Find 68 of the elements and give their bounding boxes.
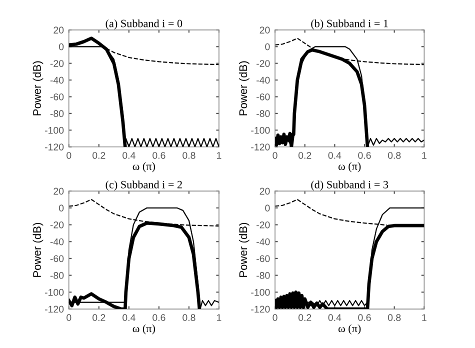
x-tick-label: 0.4 — [122, 152, 136, 159]
x-tick-label: 0.2 — [92, 314, 106, 322]
y-tick-label: -20 — [50, 221, 64, 228]
y-axis-title: Power (dB) — [32, 222, 44, 277]
y-tick-label: -20 — [50, 60, 64, 67]
x-tick-label: 0.6 — [358, 314, 371, 322]
y-tick-label: -100 — [251, 126, 270, 134]
y-tick-label: 0 — [265, 43, 270, 50]
x-tick-label: 1 — [422, 152, 426, 159]
y-tick-label: 0 — [58, 204, 64, 212]
y-axis-title: Power (dB) — [32, 61, 44, 116]
y-tick-label: -40 — [256, 76, 270, 84]
chart-title: (b) Subband i = 1 — [311, 19, 388, 30]
y-tick-label: -120 — [44, 306, 64, 313]
y-tick-label: -80 — [50, 272, 64, 279]
x-tick-label: 0.2 — [298, 314, 312, 322]
x-tick-label: 1 — [422, 314, 426, 321]
y-tick-label: -100 — [44, 126, 64, 134]
y-tick-label: 20 — [54, 26, 64, 34]
y-axis-title: Power (dB) — [238, 222, 250, 277]
y-tick-label: -80 — [256, 110, 270, 118]
x-axis-title: ω (π) — [338, 162, 361, 172]
x-tick-label: 1 — [217, 314, 222, 321]
y-tick-label: -40 — [256, 238, 270, 246]
y-tick-label: -100 — [44, 288, 64, 296]
y-tick-label: -60 — [256, 255, 270, 262]
y-tick-label: 20 — [54, 188, 64, 195]
x-axis-title: ω (π) — [132, 162, 155, 172]
x-tick-label: 0 — [66, 152, 72, 159]
y-tick-label: -40 — [50, 76, 64, 84]
y-tick-label: -20 — [256, 60, 270, 67]
x-tick-label: 0.8 — [182, 314, 196, 322]
y-tick-label: -60 — [50, 255, 64, 262]
x-tick-label: 0 — [272, 314, 278, 322]
y-tick-label: -20 — [256, 221, 270, 228]
y-tick-label: -120 — [44, 144, 64, 150]
chart-title: (c) Subband i = 2 — [106, 180, 182, 191]
y-tick-label: 20 — [260, 188, 270, 195]
y-axis-title: Power (dB) — [238, 61, 250, 116]
x-tick-label: 0.4 — [328, 314, 342, 322]
chart-title: (d) Subband i = 3 — [311, 180, 388, 191]
x-tick-label: 0.4 — [122, 314, 136, 322]
y-tick-label: -80 — [256, 272, 270, 279]
x-tick-label: 0.8 — [182, 152, 196, 159]
x-tick-label: 0.8 — [388, 152, 401, 159]
x-tick-label: 0.6 — [358, 152, 371, 159]
y-tick-label: 0 — [265, 204, 270, 212]
x-tick-label: 0.4 — [328, 152, 342, 159]
y-tick-label: 20 — [260, 26, 270, 34]
x-tick-label: 0.2 — [92, 152, 106, 159]
y-tick-label: -80 — [50, 110, 64, 118]
x-tick-label: 0.2 — [298, 152, 312, 159]
x-tick-label: 0 — [66, 314, 72, 322]
y-tick-label: -120 — [251, 144, 270, 150]
chart-title: (a) Subband i = 0 — [106, 19, 182, 30]
x-tick-label: 0 — [272, 152, 278, 159]
x-tick-label: 1 — [217, 152, 222, 159]
x-tick-label: 0.8 — [388, 314, 401, 322]
x-tick-label: 0.6 — [152, 152, 166, 159]
y-tick-label: -120 — [251, 306, 270, 313]
y-tick-label: -100 — [251, 288, 270, 296]
y-tick-label: -60 — [50, 93, 64, 100]
y-tick-label: -40 — [50, 238, 64, 246]
y-tick-label: 0 — [58, 43, 64, 50]
x-tick-label: 0.6 — [152, 314, 166, 322]
x-axis-title: ω (π) — [338, 324, 361, 334]
x-axis-title: ω (π) — [132, 324, 155, 334]
y-tick-label: -60 — [256, 93, 270, 100]
